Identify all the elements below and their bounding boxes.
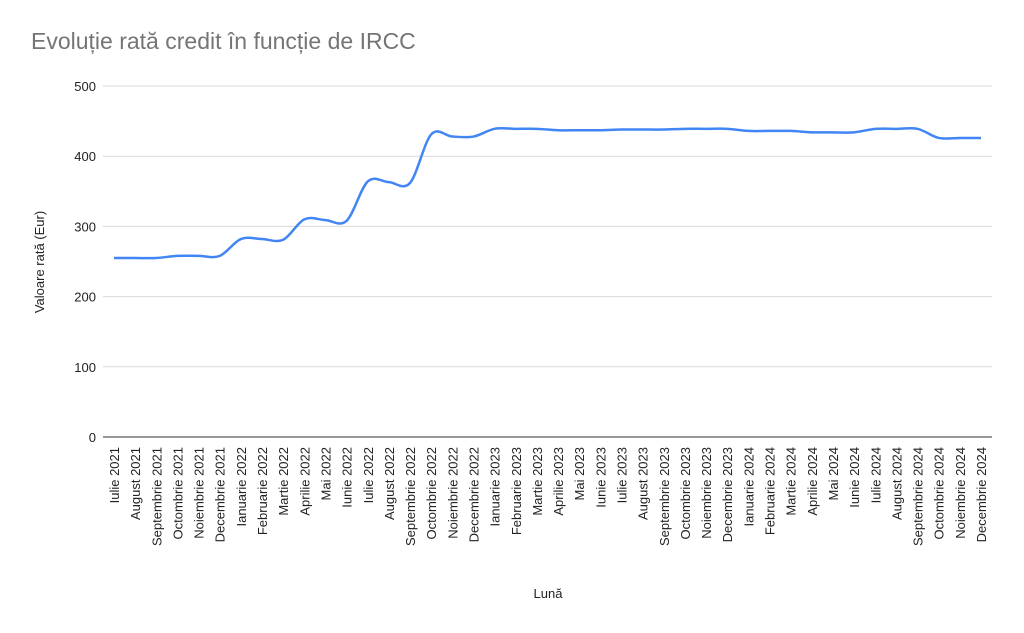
x-tick-label: Februarie 2023 [509, 447, 524, 535]
y-tick-label: 100 [74, 360, 96, 375]
x-tick-label: Octombrie 2021 [170, 447, 185, 540]
x-tick-label: Octombrie 2024 [932, 447, 947, 540]
x-tick-label: Decembrie 2024 [974, 447, 989, 542]
x-tick-label: Iulie 2022 [361, 447, 376, 503]
x-tick-label: Octombrie 2022 [424, 447, 439, 540]
x-tick-label: Decembrie 2023 [720, 447, 735, 542]
x-tick-label: August 2022 [382, 447, 397, 520]
x-tick-label: Noiembrie 2021 [192, 447, 207, 539]
y-tick-label: 300 [74, 219, 96, 234]
x-tick-label: Ianuarie 2024 [741, 447, 756, 527]
x-tick-label: Noiembrie 2022 [445, 447, 460, 539]
y-axis-label: Valoare rată (Eur) [32, 211, 47, 313]
y-tick-label: 200 [74, 290, 96, 305]
x-tick-label: Martie 2024 [784, 447, 799, 516]
x-tick-label: Noiembrie 2023 [699, 447, 714, 539]
x-tick-label: Aprilie 2023 [551, 447, 566, 516]
x-tick-label: Septembrie 2022 [403, 447, 418, 546]
x-tick-label: Ianuarie 2023 [488, 447, 503, 527]
y-tick-label: 400 [74, 149, 96, 164]
x-tick-label: August 2024 [889, 447, 904, 520]
x-tick-label: Martie 2023 [530, 447, 545, 516]
x-tick-label: Octombrie 2023 [678, 447, 693, 540]
y-tick-label: 0 [89, 430, 96, 445]
x-tick-label: Noiembrie 2024 [953, 447, 968, 539]
chart-title: Evoluție rată credit în funcție de IRCC [31, 28, 416, 54]
series-line [114, 126, 981, 260]
x-tick-label: Decembrie 2022 [466, 447, 481, 542]
x-tick-label: Septembrie 2021 [149, 447, 164, 546]
x-tick-label: Iulie 2021 [107, 447, 122, 503]
x-tick-label: Mai 2022 [318, 447, 333, 500]
x-tick-label: Iunie 2023 [593, 447, 608, 508]
x-tick-label: Februarie 2024 [763, 447, 778, 535]
x-tick-label: Decembrie 2021 [213, 447, 228, 542]
x-tick-label: Mai 2023 [572, 447, 587, 500]
x-tick-label: Iulie 2024 [868, 447, 883, 503]
x-tick-label: Aprilie 2022 [297, 447, 312, 516]
x-tick-label: August 2023 [636, 447, 651, 520]
x-tick-label: Februarie 2022 [255, 447, 270, 535]
x-tick-label: Septembrie 2024 [911, 447, 926, 546]
x-tick-label: Iunie 2022 [340, 447, 355, 508]
x-axis-label: Lună [534, 586, 564, 601]
x-tick-label: Ianuarie 2022 [234, 447, 249, 527]
x-tick-label: Iulie 2023 [615, 447, 630, 503]
x-tick-label: Martie 2022 [276, 447, 291, 516]
x-tick-label: August 2021 [128, 447, 143, 520]
x-tick-label: Mai 2024 [826, 447, 841, 500]
x-tick-label: Aprilie 2024 [805, 447, 820, 516]
y-tick-label: 500 [74, 79, 96, 94]
x-tick-label: Septembrie 2023 [657, 447, 672, 546]
x-tick-label: Iunie 2024 [847, 447, 862, 508]
